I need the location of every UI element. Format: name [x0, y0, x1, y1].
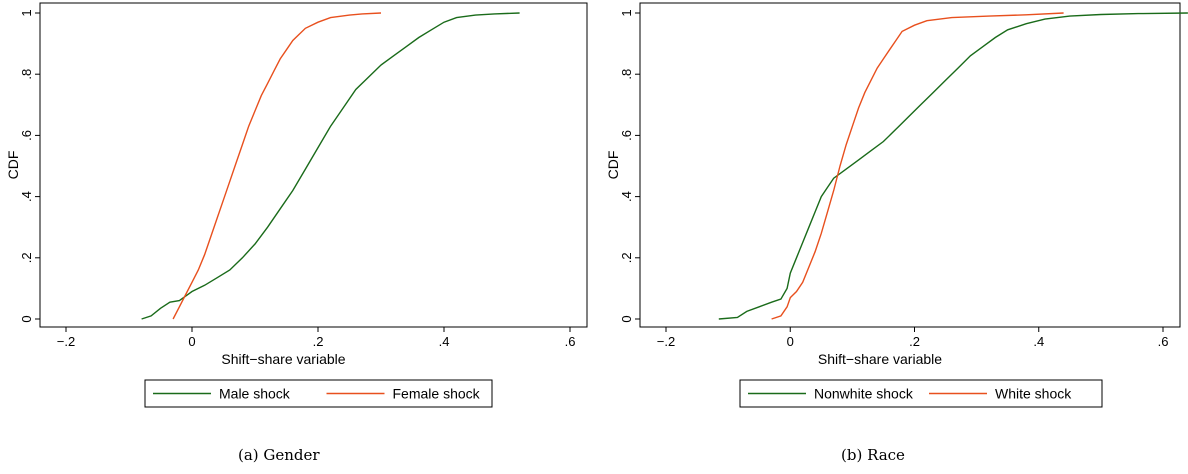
- legend-label: Female shock: [393, 386, 481, 402]
- y-tick-label: .2: [619, 252, 634, 263]
- y-tick-label: .6: [619, 130, 634, 141]
- plot-area-frame: [39, 2, 588, 328]
- x-tick-label: .4: [1033, 334, 1044, 349]
- y-tick-label: 0: [19, 315, 34, 322]
- plot-area-frame: [639, 2, 1181, 328]
- x-axis-title: Shift−share variable: [818, 351, 942, 367]
- y-tick-label: .6: [19, 130, 34, 141]
- x-tick-label: 0: [188, 334, 195, 349]
- y-tick-label: .2: [19, 252, 34, 263]
- series-line-female-shock: [172, 12, 382, 320]
- y-axis-title: CDF: [605, 151, 621, 180]
- y-axis-title: CDF: [5, 151, 21, 180]
- x-tick-label: .2: [313, 334, 324, 349]
- cdf-chart-gender: 0 .2 .4 .6 .8 1 −.2 0 .2 .4 .6 Shift−share variable…: [5, 2, 588, 408]
- legend-label: Nonwhite shock: [814, 386, 914, 402]
- x-tick-label: −.2: [657, 334, 675, 349]
- legend-label: Male shock: [219, 386, 291, 402]
- x-tick-label: −.2: [57, 334, 75, 349]
- chart-panel-gender: 0 .2 .4 .6 .8 1 −.2 0 .2 .4 .6 Shift−share variable…: [5, 2, 588, 464]
- series-line-nonwhite-shock: [718, 12, 1188, 320]
- y-tick-label: .8: [19, 69, 34, 80]
- y-tick-label: 1: [619, 9, 634, 16]
- figure-caption: (a) Gender: [238, 446, 320, 464]
- chart-panel-race: 0 .2 .4 .6 .8 1 −.2 0 .2 .4 .6 Shift−share variable…: [594, 0, 1188, 474]
- x-tick-label: .2: [909, 334, 920, 349]
- x-tick-label: 0: [787, 334, 794, 349]
- cdf-chart-race: 0 .2 .4 .6 .8 1 −.2 0 .2 .4 .6 Shift−share variable…: [605, 2, 1188, 408]
- series-line-male-shock: [141, 12, 520, 320]
- x-tick-label: .6: [565, 334, 576, 349]
- y-tick-label: .4: [619, 191, 634, 202]
- y-tick-label: 0: [619, 315, 634, 322]
- x-tick-label: .6: [1158, 334, 1169, 349]
- y-tick-label: .4: [19, 191, 34, 202]
- legend-label: White shock: [995, 386, 1072, 402]
- y-tick-label: .8: [619, 69, 634, 80]
- x-axis-title: Shift−share variable: [221, 351, 345, 367]
- x-tick-label: .4: [439, 334, 450, 349]
- series-line-white-shock: [771, 12, 1064, 320]
- figure-caption: (b) Race: [841, 446, 905, 464]
- y-tick-label: 1: [19, 9, 34, 16]
